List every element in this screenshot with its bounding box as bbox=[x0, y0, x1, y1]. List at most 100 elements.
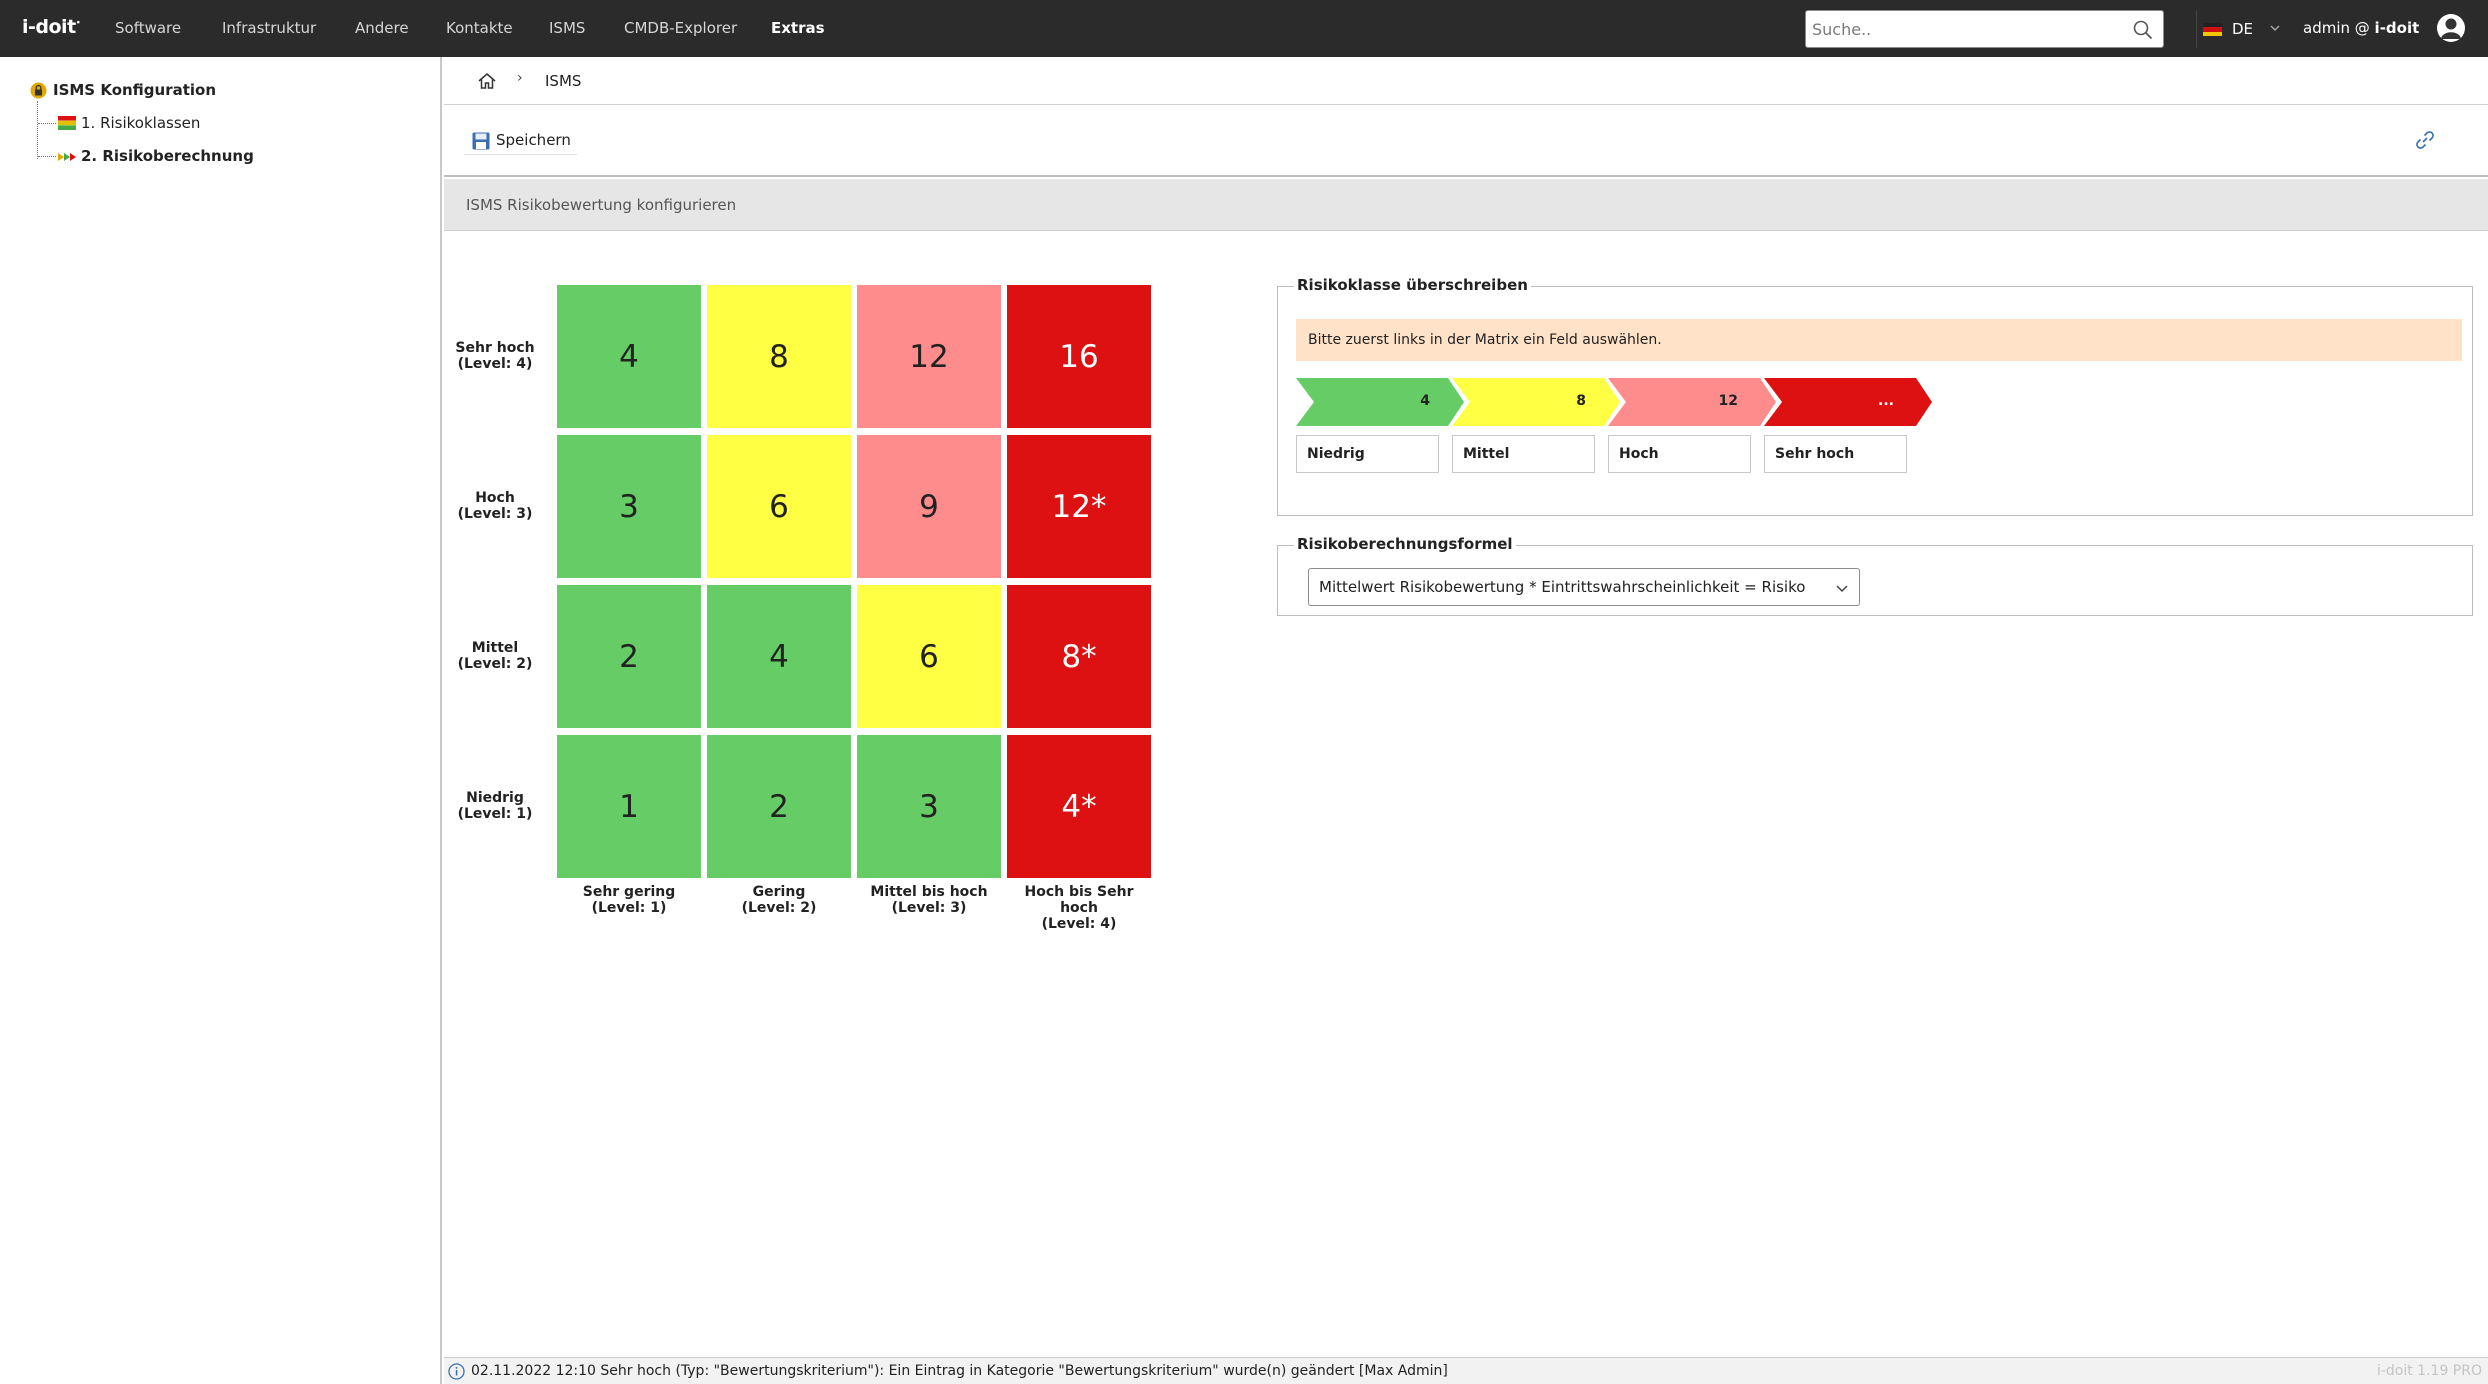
column-label-line: Sehr gering bbox=[582, 884, 676, 900]
user-menu[interactable]: admin @ i-doit bbox=[2303, 19, 2419, 37]
matrix-cell[interactable]: 6 bbox=[707, 435, 851, 578]
risk-class-value: 4 bbox=[1420, 393, 1430, 409]
matrix-cell[interactable]: 4 bbox=[557, 285, 701, 428]
logo[interactable]: i-doit• bbox=[22, 16, 81, 38]
row-label-line: Niedrig bbox=[466, 790, 524, 806]
matrix-cell[interactable]: 4* bbox=[1007, 735, 1151, 878]
matrix-cell[interactable]: 6 bbox=[857, 585, 1001, 728]
column-label-line: (Level: 4) bbox=[1041, 916, 1117, 932]
german-flag-icon bbox=[2203, 23, 2222, 36]
section-title: ISMS Risikobewertung konfigurieren bbox=[466, 196, 737, 214]
sidebar-item-risikoberechnung[interactable]: 2. Risikoberechnung bbox=[81, 147, 254, 165]
column-label: Gering (Level: 2) bbox=[707, 884, 851, 916]
matrix-cell[interactable]: 3 bbox=[857, 735, 1001, 878]
save-button[interactable]: Speichern bbox=[464, 125, 577, 155]
risk-class-hoch[interactable]: 12 bbox=[1608, 378, 1778, 428]
risk-class-arrow-shape bbox=[1452, 378, 1620, 426]
main-content: › ISMS Speichern ISMS Risikobewertung ko… bbox=[444, 57, 2488, 1384]
column-label: Hoch bis Sehr hoch (Level: 4) bbox=[1007, 884, 1151, 932]
link-icon[interactable] bbox=[2414, 129, 2436, 151]
sidebar-item-risikoklassen[interactable]: 1. Risikoklassen bbox=[81, 114, 201, 132]
risk-class-value: 12 bbox=[1718, 393, 1738, 409]
formula-selected-value: Mittelwert Risikobewertung * Eintrittswa… bbox=[1319, 578, 1806, 596]
risk-class-name[interactable]: Mittel bbox=[1452, 435, 1595, 473]
breadcrumb: › ISMS bbox=[444, 57, 2488, 105]
nav-item-isms[interactable]: ISMS bbox=[549, 19, 586, 37]
row-label-line: (Level: 1) bbox=[457, 806, 533, 822]
tree-connector bbox=[37, 101, 38, 159]
matrix-cell[interactable]: 8 bbox=[707, 285, 851, 428]
home-icon[interactable] bbox=[477, 71, 497, 91]
matrix-cell[interactable]: 2 bbox=[557, 585, 701, 728]
row-label: Sehr hoch (Level: 4) bbox=[435, 340, 555, 372]
tree-connector bbox=[38, 156, 56, 157]
column-label: Sehr gering (Level: 1) bbox=[557, 884, 701, 916]
toolbar: Speichern bbox=[444, 105, 2488, 177]
tree-connector bbox=[38, 123, 56, 124]
user-tenant: i-doit bbox=[2374, 19, 2420, 37]
formula-legend: Risikoberechnungsformel bbox=[1294, 535, 1516, 553]
nav-item-software[interactable]: Software bbox=[115, 19, 182, 37]
risk-class-name[interactable]: Sehr hoch bbox=[1764, 435, 1907, 473]
nav-item-infrastruktur[interactable]: Infrastruktur bbox=[222, 19, 317, 37]
risk-class-name[interactable]: Hoch bbox=[1608, 435, 1751, 473]
risk-class-arrow-shape bbox=[1608, 378, 1776, 426]
formula-select[interactable]: Mittelwert Risikobewertung * Eintrittswa… bbox=[1308, 568, 1860, 606]
matrix-cell[interactable]: 2 bbox=[707, 735, 851, 878]
risk-class-value: 8 bbox=[1576, 393, 1586, 409]
nav-item-cmdb-explorer[interactable]: CMDB-Explorer bbox=[624, 19, 738, 37]
avatar-icon[interactable] bbox=[2436, 13, 2466, 43]
breadcrumb-item-isms[interactable]: ISMS bbox=[545, 72, 582, 90]
risk-class-sehr-hoch[interactable]: ... bbox=[1764, 378, 1934, 428]
floppy-disk-icon bbox=[472, 132, 490, 150]
risk-class-name[interactable]: Niedrig bbox=[1296, 435, 1439, 473]
save-button-label: Speichern bbox=[496, 131, 571, 149]
search-input[interactable] bbox=[1812, 17, 2122, 41]
row-label-line: Sehr hoch bbox=[455, 340, 535, 356]
matrix-cell[interactable]: 3 bbox=[557, 435, 701, 578]
nav-item-extras[interactable]: Extras bbox=[771, 19, 825, 37]
matrix-cell[interactable]: 12 bbox=[857, 285, 1001, 428]
column-label-line: (Level: 1) bbox=[591, 900, 667, 916]
nav-item-andere[interactable]: Andere bbox=[355, 19, 409, 37]
matrix-cell[interactable]: 1 bbox=[557, 735, 701, 878]
status-bar: 02.11.2022 12:10 Sehr hoch (Typ: "Bewert… bbox=[444, 1357, 2488, 1384]
risk-class-value: ... bbox=[1878, 393, 1894, 409]
nav-item-kontakte[interactable]: Kontakte bbox=[446, 19, 513, 37]
tree-root-isms-konfiguration[interactable]: ISMS Konfiguration bbox=[53, 81, 217, 99]
top-navigation-bar: i-doit• Software Infrastruktur Andere Konta… bbox=[0, 0, 2488, 57]
risk-formula-fieldset: Risikoberechnungsformel Mittelwert Risik… bbox=[1277, 535, 2473, 616]
column-label-line: Mittel bis hoch bbox=[870, 884, 988, 900]
user-name: admin @ bbox=[2303, 19, 2375, 37]
sidebar: ISMS Konfiguration 1. Risikoklassen 2. R… bbox=[0, 57, 442, 1384]
column-label-line: (Level: 3) bbox=[891, 900, 967, 916]
row-label-line: (Level: 4) bbox=[457, 356, 533, 372]
matrix-cell[interactable]: 9 bbox=[857, 435, 1001, 578]
risk-class-arrow-shape bbox=[1764, 378, 1932, 426]
chevron-down-icon bbox=[1836, 585, 1848, 593]
row-label: Mittel (Level: 2) bbox=[435, 640, 555, 672]
warning-message: Bitte zuerst links in der Matrix ein Fel… bbox=[1296, 319, 2462, 361]
language-selector[interactable]: DE bbox=[2196, 10, 2286, 48]
lock-icon bbox=[30, 82, 47, 99]
risk-class-mittel[interactable]: 8 bbox=[1452, 378, 1622, 428]
matrix-cell[interactable]: 4 bbox=[707, 585, 851, 728]
column-label-line: hoch bbox=[1060, 900, 1098, 916]
search-box bbox=[1805, 10, 2164, 48]
column-label-line: Hoch bis Sehr bbox=[1024, 884, 1134, 900]
risk-class-arrow-shape bbox=[1296, 378, 1464, 426]
search-icon[interactable] bbox=[2133, 20, 2153, 40]
language-label: DE bbox=[2232, 20, 2254, 38]
column-label-line: (Level: 2) bbox=[741, 900, 817, 916]
column-label: Mittel bis hoch (Level: 3) bbox=[857, 884, 1001, 916]
breadcrumb-separator: › bbox=[517, 70, 523, 86]
column-label-line: Gering bbox=[752, 884, 806, 900]
matrix-cell[interactable]: 16 bbox=[1007, 285, 1151, 428]
risk-class-niedrig[interactable]: 4 bbox=[1296, 378, 1466, 428]
info-icon bbox=[448, 1363, 465, 1380]
matrix-cell[interactable]: 8* bbox=[1007, 585, 1151, 728]
status-message: 02.11.2022 12:10 Sehr hoch (Typ: "Bewert… bbox=[471, 1363, 1448, 1379]
matrix-cell[interactable]: 12* bbox=[1007, 435, 1151, 578]
chevron-down-icon bbox=[2270, 25, 2280, 31]
row-label-line: Mittel bbox=[471, 640, 519, 656]
